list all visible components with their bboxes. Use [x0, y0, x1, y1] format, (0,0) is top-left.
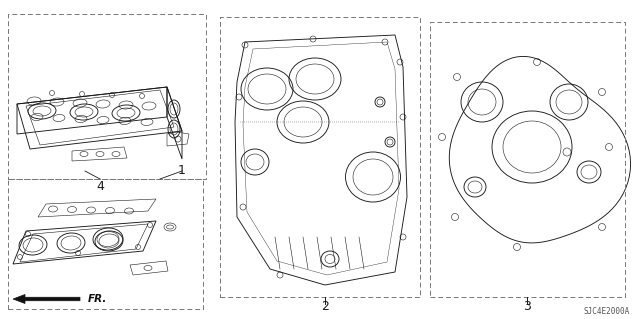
Text: 3: 3 [523, 300, 531, 314]
Text: 1: 1 [178, 165, 186, 177]
Text: 2: 2 [321, 300, 329, 314]
Text: 4: 4 [96, 181, 104, 194]
Text: SJC4E2000A: SJC4E2000A [584, 307, 630, 315]
Text: FR.: FR. [88, 294, 108, 304]
FancyArrow shape [13, 294, 80, 303]
